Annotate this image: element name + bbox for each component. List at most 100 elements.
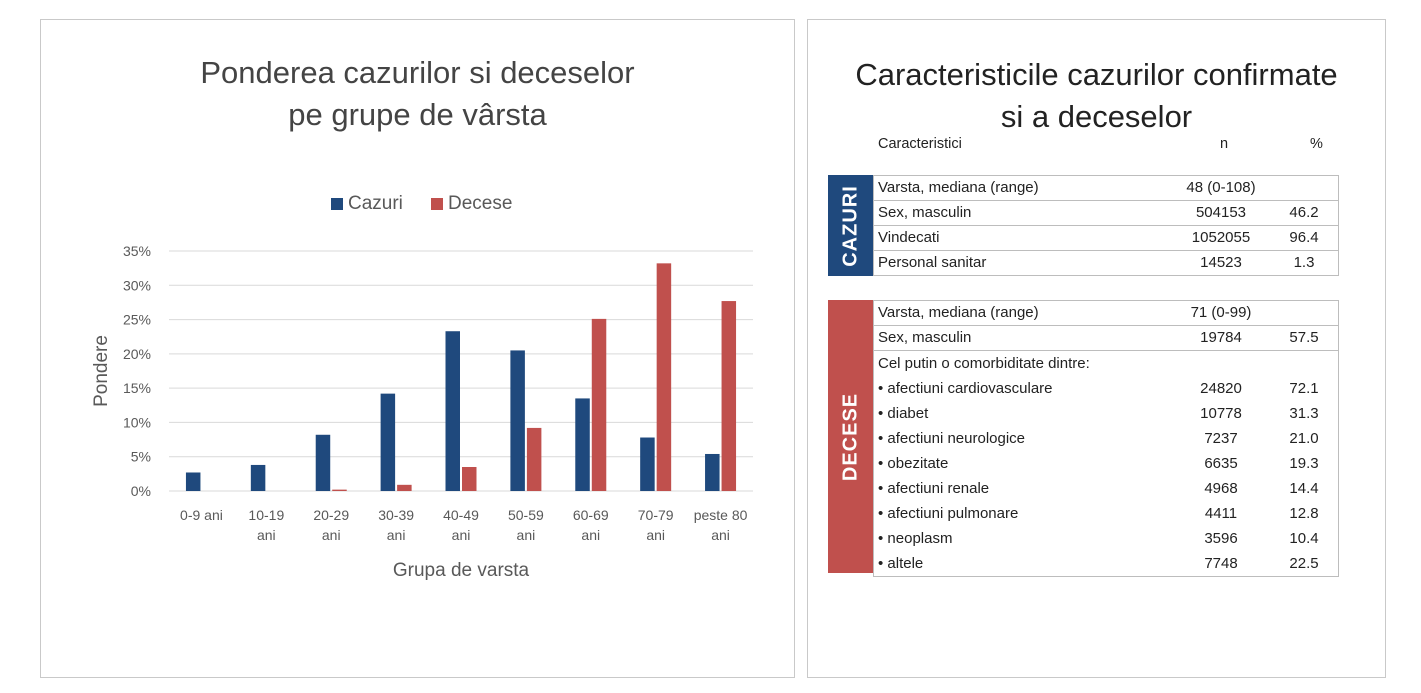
cazuri-cell-n: 48 (0-108) (1172, 175, 1270, 201)
y-tick-label: 20% (123, 346, 151, 362)
y-tick-label: 35% (123, 243, 151, 259)
bar-decese (462, 467, 477, 491)
x-tick-label: ani (452, 527, 471, 543)
x-tick-label: 10-19 (248, 507, 284, 523)
decese-cell-name: • afectiuni neurologice (873, 426, 1172, 451)
legend-label-cazuri: Cazuri (348, 193, 403, 214)
decese-cell-name: Sex, masculin (873, 325, 1172, 351)
decese-cell-name: • afectiuni renale (873, 476, 1172, 501)
header-caracteristici: Caracteristici (878, 136, 962, 152)
cazuri-row: Sex, masculin 504153 46.2 (873, 200, 1339, 226)
bar-decese (656, 263, 672, 491)
cazuri-cell-n: 504153 (1172, 200, 1270, 226)
table-title-line-1: Caracteristicile cazurilor confirmate (855, 57, 1338, 92)
decese-row: • afectiuni neurologice 7237 21.0 (873, 426, 1339, 451)
decese-row: • obezitate 6635 19.3 (873, 451, 1339, 476)
decese-cell-n: 6635 (1204, 454, 1238, 472)
decese-cell-pct: 22.5 (1270, 551, 1339, 577)
cazuri-cell-pct: 1.3 (1270, 250, 1339, 276)
cazuri-label: CAZURI (839, 184, 861, 267)
cazuri-cell-name: Varsta, mediana (range) (873, 175, 1172, 201)
y-tick-label: 25% (123, 312, 151, 328)
x-tick-label: 0-9 ani (180, 507, 223, 523)
y-axis-title: Pondere (91, 335, 112, 407)
decese-cell-n: 71 (0-99) (1172, 300, 1270, 326)
x-tick-label: 50-59 (508, 507, 544, 523)
decese-cell-n: 4968 (1204, 479, 1238, 497)
bar-decese (397, 484, 412, 491)
decese-cell-n (1172, 351, 1270, 377)
decese-cell-pct: 10.4 (1270, 526, 1339, 551)
decese-cell-name: • neoplasm (873, 526, 1172, 551)
decese-cell-name: • altele (873, 551, 1172, 577)
decese-cell-n: 4411 (1204, 504, 1238, 522)
cazuri-cell-n: 14523 (1172, 250, 1270, 276)
bar-decese (721, 301, 737, 491)
decese-row: • altele 7748 22.5 (873, 551, 1339, 577)
bar-cazuri (315, 434, 331, 491)
decese-cell-name: Cel putin o comorbiditate dintre: (873, 350, 1172, 376)
x-tick-label: ani (322, 527, 341, 543)
x-tick-label: ani (646, 527, 665, 543)
cazuri-row: Personal sanitar 14523 1.3 (873, 250, 1339, 276)
x-tick-label: ani (387, 527, 406, 543)
y-tick-label: 30% (123, 277, 151, 293)
x-tick-label: ani (517, 527, 536, 543)
decese-cell-pct (1270, 300, 1339, 326)
decese-label-bar: DECESE (828, 300, 873, 573)
cazuri-row: Vindecati 1052055 96.4 (873, 225, 1339, 251)
cazuri-cell-name: Personal sanitar (873, 250, 1172, 276)
chart-title-line-2: pe grupe de vârsta (288, 97, 547, 132)
decese-row: Sex, masculin 19784 57.5 (873, 325, 1339, 351)
decese-row: Cel putin o comorbiditate dintre: (873, 350, 1339, 377)
decese-cell-name: • afectiuni pulmonare (873, 501, 1172, 526)
chart-title-line-1: Ponderea cazurilor si deceselor (200, 55, 635, 90)
decese-cell-pct: 19.3 (1270, 451, 1339, 476)
decese-row: Varsta, mediana (range) 71 (0-99) (873, 300, 1339, 326)
bar-cazuri (185, 472, 201, 491)
bar-cazuri (445, 331, 460, 491)
cazuri-cell-name: Sex, masculin (873, 200, 1172, 226)
bar-cazuri (380, 393, 396, 491)
decese-row: • afectiuni cardiovasculare 24820 72.1 (873, 376, 1339, 401)
cazuri-row: Varsta, mediana (range) 48 (0-108) (873, 175, 1339, 201)
x-tick-label: ani (581, 527, 600, 543)
decese-cell-n: 3596 (1204, 529, 1238, 547)
bar-decese (526, 427, 542, 491)
cazuri-cell-pct: 46.2 (1270, 200, 1339, 226)
bar-cazuri (575, 398, 590, 491)
y-tick-label: 10% (123, 414, 151, 430)
bar-chart: 0% 5% 10% 15% 20% 25% 30% 35% 0-9 ani 10-19 ani 20-… (91, 193, 753, 581)
decese-label: DECESE (839, 392, 861, 481)
decese-cell-pct (1270, 350, 1339, 376)
legend-label-decese: Decese (448, 193, 512, 214)
decese-cell-name: • diabet (873, 401, 1172, 426)
table-panel: Caracteristicile cazurilor confirmate si… (807, 19, 1386, 678)
x-tick-label: peste 80 (694, 507, 748, 523)
x-tick-label: 60-69 (573, 507, 609, 523)
header-n: n (1220, 136, 1229, 152)
decese-cell-pct: 12.8 (1270, 501, 1339, 526)
cazuri-label-bar: CAZURI (828, 175, 873, 276)
decese-row: • neoplasm 3596 10.4 (873, 526, 1339, 551)
decese-cell-name: • obezitate (873, 451, 1172, 476)
legend-swatch-decese (431, 198, 443, 210)
x-tick-label: 40-49 (443, 507, 479, 523)
decese-table: Varsta, mediana (range) 71 (0-99) Sex, mas… (873, 300, 1339, 577)
y-tick-label: 5% (131, 449, 151, 465)
decese-row: • afectiuni pulmonare 4411 12.8 (873, 501, 1339, 526)
decese-cell-n: 10778 (1200, 404, 1242, 422)
decese-cell-pct: 57.5 (1270, 325, 1339, 351)
cazuri-table: Varsta, mediana (range) 48 (0-108) Sex, ma… (873, 175, 1339, 276)
y-tick-label: 0% (131, 483, 151, 499)
decese-row: • afectiuni renale 4968 14.4 (873, 476, 1339, 501)
decese-cell-pct: 72.1 (1270, 376, 1339, 401)
x-axis-title: Grupa de varsta (393, 560, 530, 581)
decese-cell-pct: 21.0 (1270, 426, 1339, 451)
decese-cell-n: 24820 (1200, 379, 1242, 397)
decese-cell-n: 19784 (1172, 325, 1270, 351)
decese-cell-pct: 14.4 (1270, 476, 1339, 501)
bar-decese (591, 318, 607, 491)
y-tick-label: 15% (123, 380, 151, 396)
cazuri-cell-pct (1270, 175, 1339, 201)
